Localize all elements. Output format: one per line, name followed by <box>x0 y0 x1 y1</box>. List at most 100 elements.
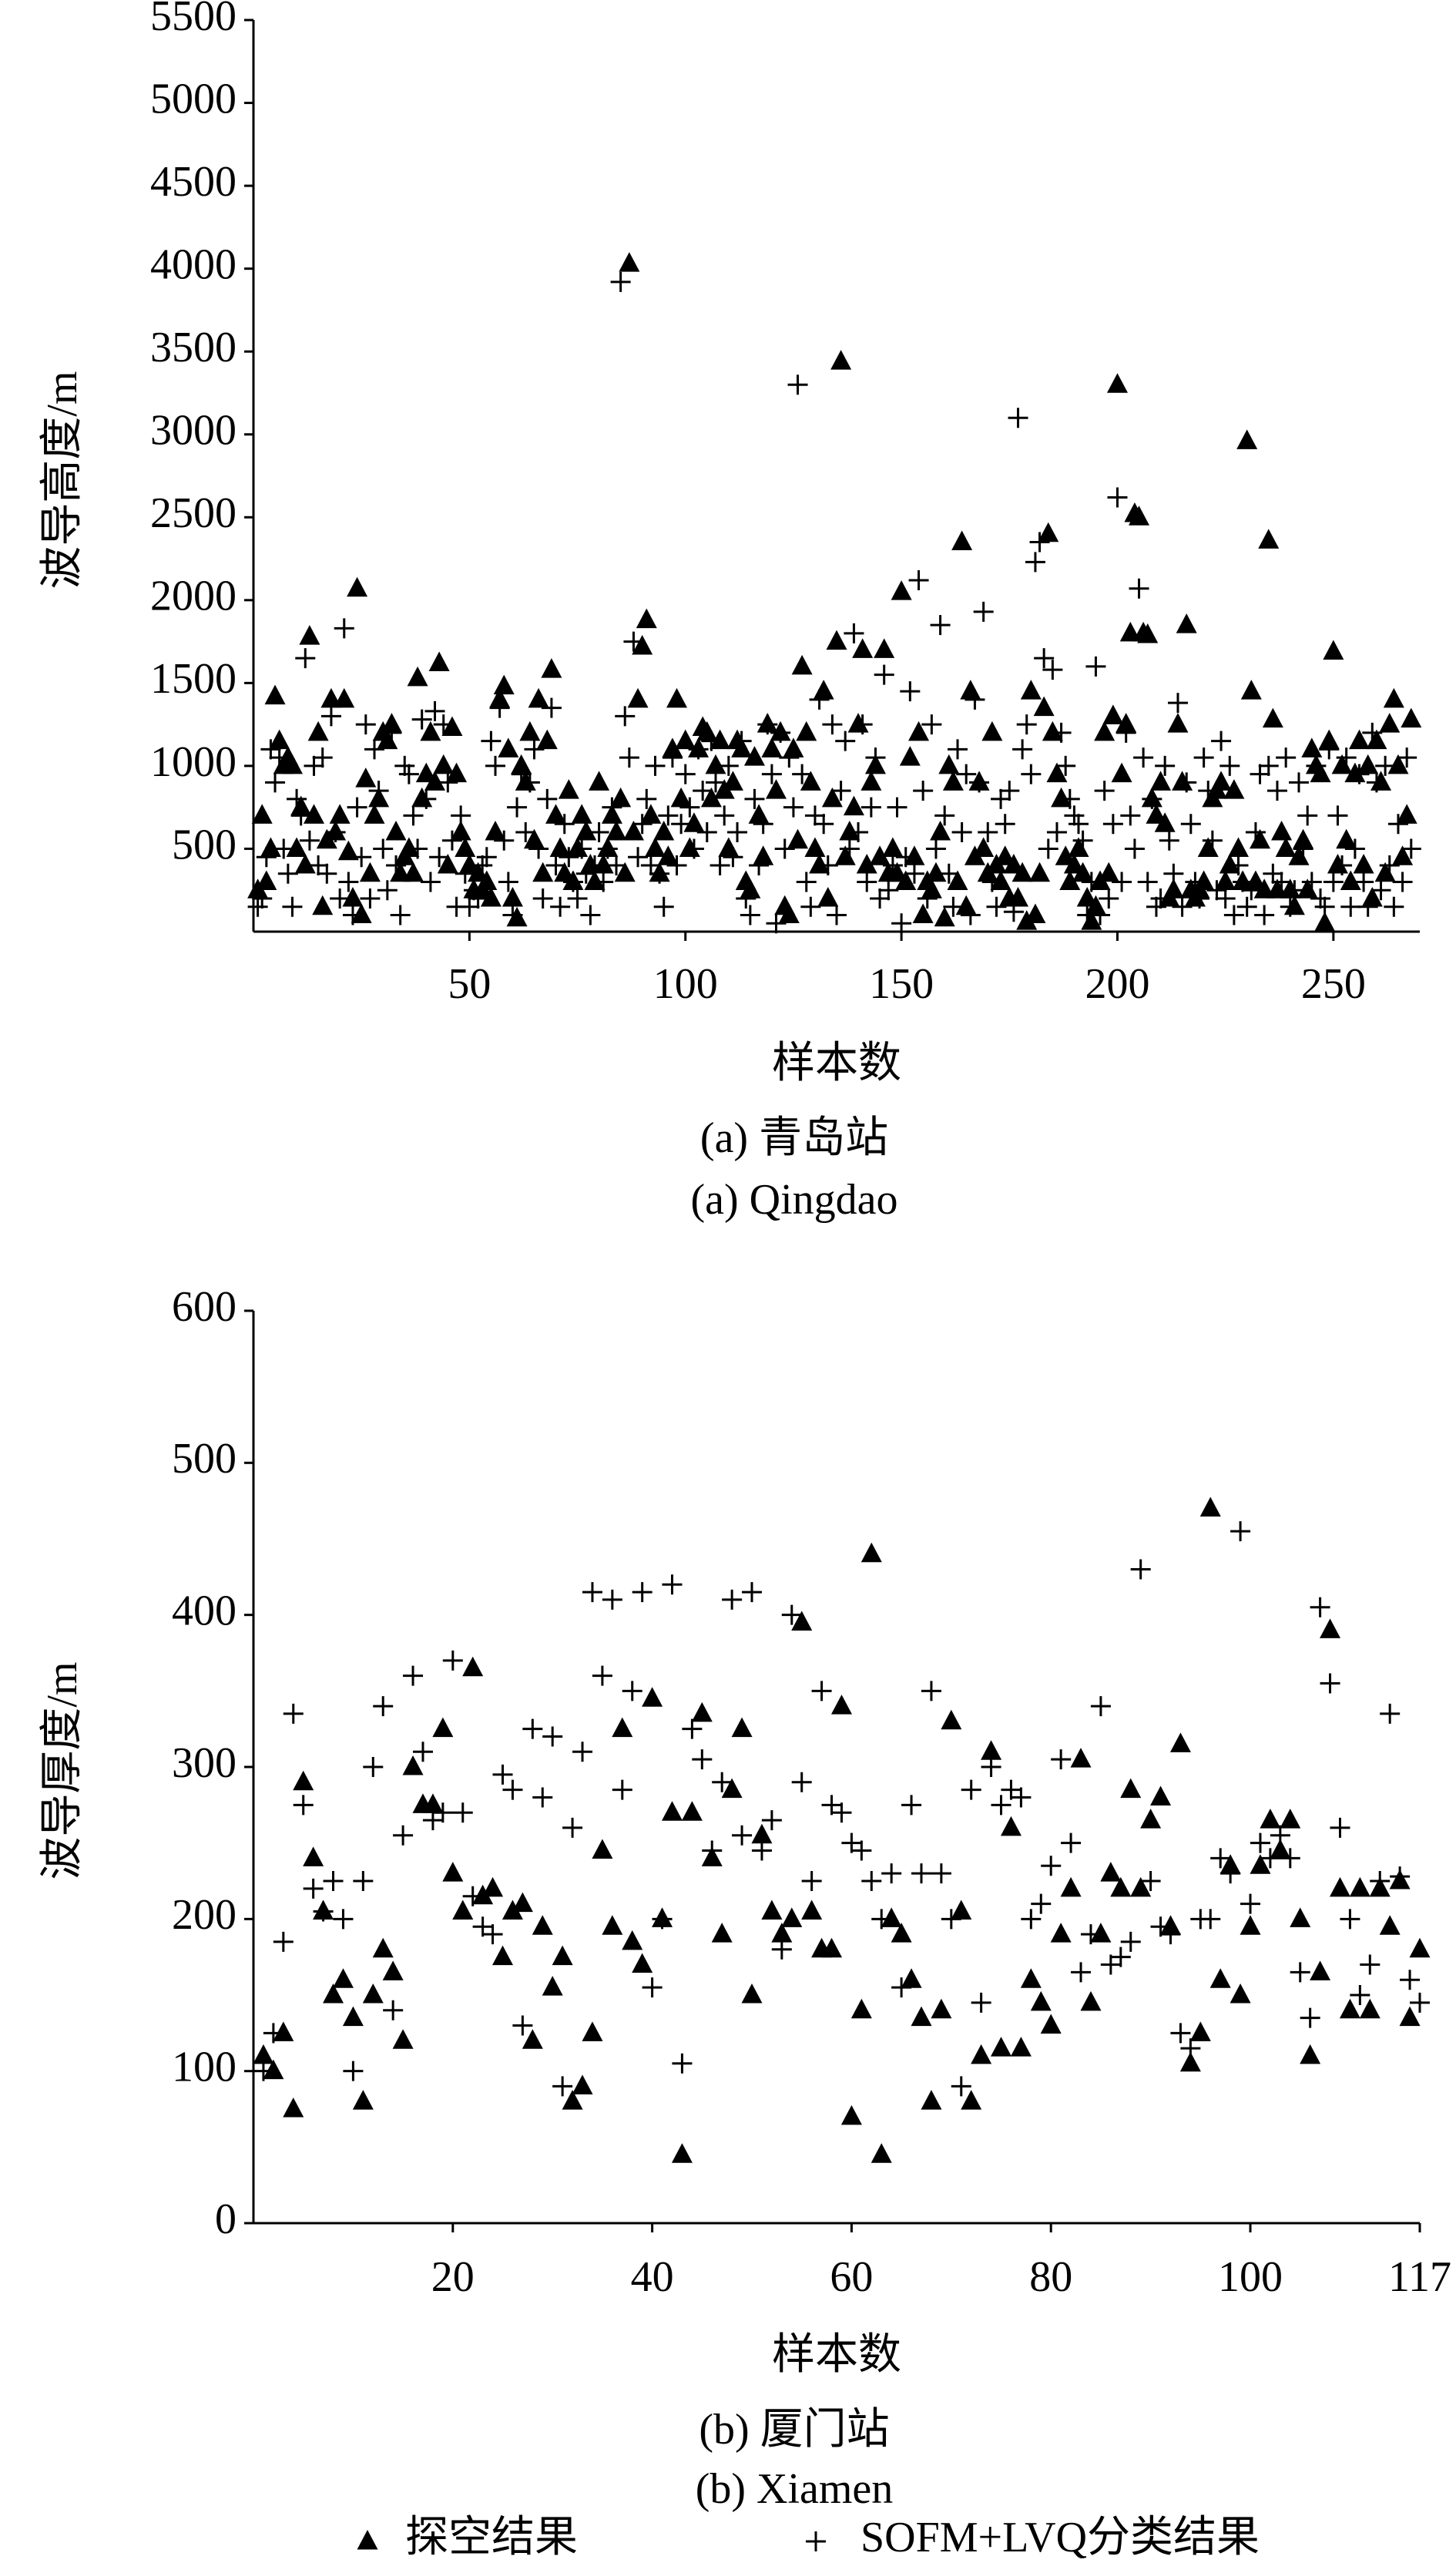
point <box>1227 837 1249 857</box>
point <box>277 863 298 884</box>
point <box>1314 912 1336 932</box>
point <box>381 713 402 733</box>
point <box>552 1945 573 1966</box>
point <box>653 896 674 917</box>
point <box>693 781 713 801</box>
point <box>632 1953 653 1973</box>
point <box>1179 2051 1201 2072</box>
point <box>494 830 515 851</box>
point <box>1167 713 1189 733</box>
point <box>1029 862 1051 882</box>
point <box>480 886 502 907</box>
point <box>861 1542 882 1563</box>
point <box>283 1703 304 1724</box>
point <box>1220 1863 1241 1884</box>
point <box>688 739 709 760</box>
point <box>891 580 912 600</box>
point <box>432 1717 454 1738</box>
point <box>1348 729 1370 750</box>
point <box>522 1718 543 1739</box>
point <box>452 1802 473 1823</box>
point <box>813 680 834 700</box>
point <box>1080 1990 1102 2011</box>
point <box>644 837 666 857</box>
point <box>851 1840 872 1861</box>
point <box>938 754 960 774</box>
point <box>1008 886 1029 907</box>
point <box>961 1779 981 1800</box>
x-axis-title: 样本数 <box>772 1040 901 1087</box>
point <box>386 855 407 875</box>
point <box>472 855 493 875</box>
point <box>1061 1832 1082 1853</box>
point <box>1240 1915 1261 1935</box>
point <box>1130 1559 1151 1580</box>
point <box>485 755 506 776</box>
point <box>636 788 657 809</box>
point <box>1297 878 1318 899</box>
point <box>701 731 722 751</box>
point <box>1150 1785 1172 1805</box>
point <box>796 721 817 741</box>
point <box>887 797 907 818</box>
point <box>1160 1924 1181 1945</box>
point <box>1240 680 1262 700</box>
x-axis-title: 样本数 <box>772 2331 901 2379</box>
point <box>908 570 929 591</box>
x-tick-label: 50 <box>448 960 491 1008</box>
point <box>1029 532 1050 553</box>
point <box>338 872 359 892</box>
point <box>791 654 813 675</box>
point <box>931 1863 951 1884</box>
point <box>891 1977 912 1998</box>
point <box>878 880 899 901</box>
point <box>317 863 337 884</box>
point <box>323 1871 344 1891</box>
point <box>522 2029 543 2049</box>
point <box>1344 838 1365 859</box>
point <box>575 863 596 884</box>
point <box>559 847 579 868</box>
point <box>850 1998 872 2019</box>
point <box>1383 687 1404 708</box>
point <box>602 797 622 818</box>
point <box>1137 623 1159 643</box>
point <box>247 896 268 917</box>
point <box>1193 870 1215 890</box>
point <box>839 820 861 841</box>
point <box>1396 804 1417 824</box>
point <box>1071 1962 1092 1983</box>
point <box>951 821 972 842</box>
y-tick-label: 500 <box>172 821 237 868</box>
point <box>312 895 334 915</box>
point <box>948 739 968 760</box>
point <box>512 2015 533 2036</box>
x-tick-label: 40 <box>631 2253 674 2301</box>
point <box>662 737 683 757</box>
point <box>1106 373 1128 393</box>
point <box>489 687 511 708</box>
point <box>1120 1778 1142 1799</box>
point <box>398 837 420 857</box>
point <box>615 706 636 727</box>
point <box>1059 870 1081 890</box>
point <box>545 804 567 824</box>
point <box>1025 552 1045 573</box>
point <box>575 820 597 841</box>
point <box>1069 814 1089 835</box>
point <box>1401 838 1421 859</box>
point <box>1199 1496 1221 1517</box>
point <box>981 721 1003 741</box>
point <box>882 855 903 875</box>
point <box>1051 1749 1072 1770</box>
point <box>1046 821 1067 842</box>
y-tick-label: 2000 <box>150 573 237 620</box>
point <box>895 847 916 868</box>
point <box>901 1968 922 1988</box>
point <box>1336 747 1357 768</box>
point <box>482 1876 504 1897</box>
point <box>381 722 402 743</box>
point <box>869 845 891 865</box>
x-tick-label: 250 <box>1301 960 1366 1008</box>
point <box>934 906 955 927</box>
